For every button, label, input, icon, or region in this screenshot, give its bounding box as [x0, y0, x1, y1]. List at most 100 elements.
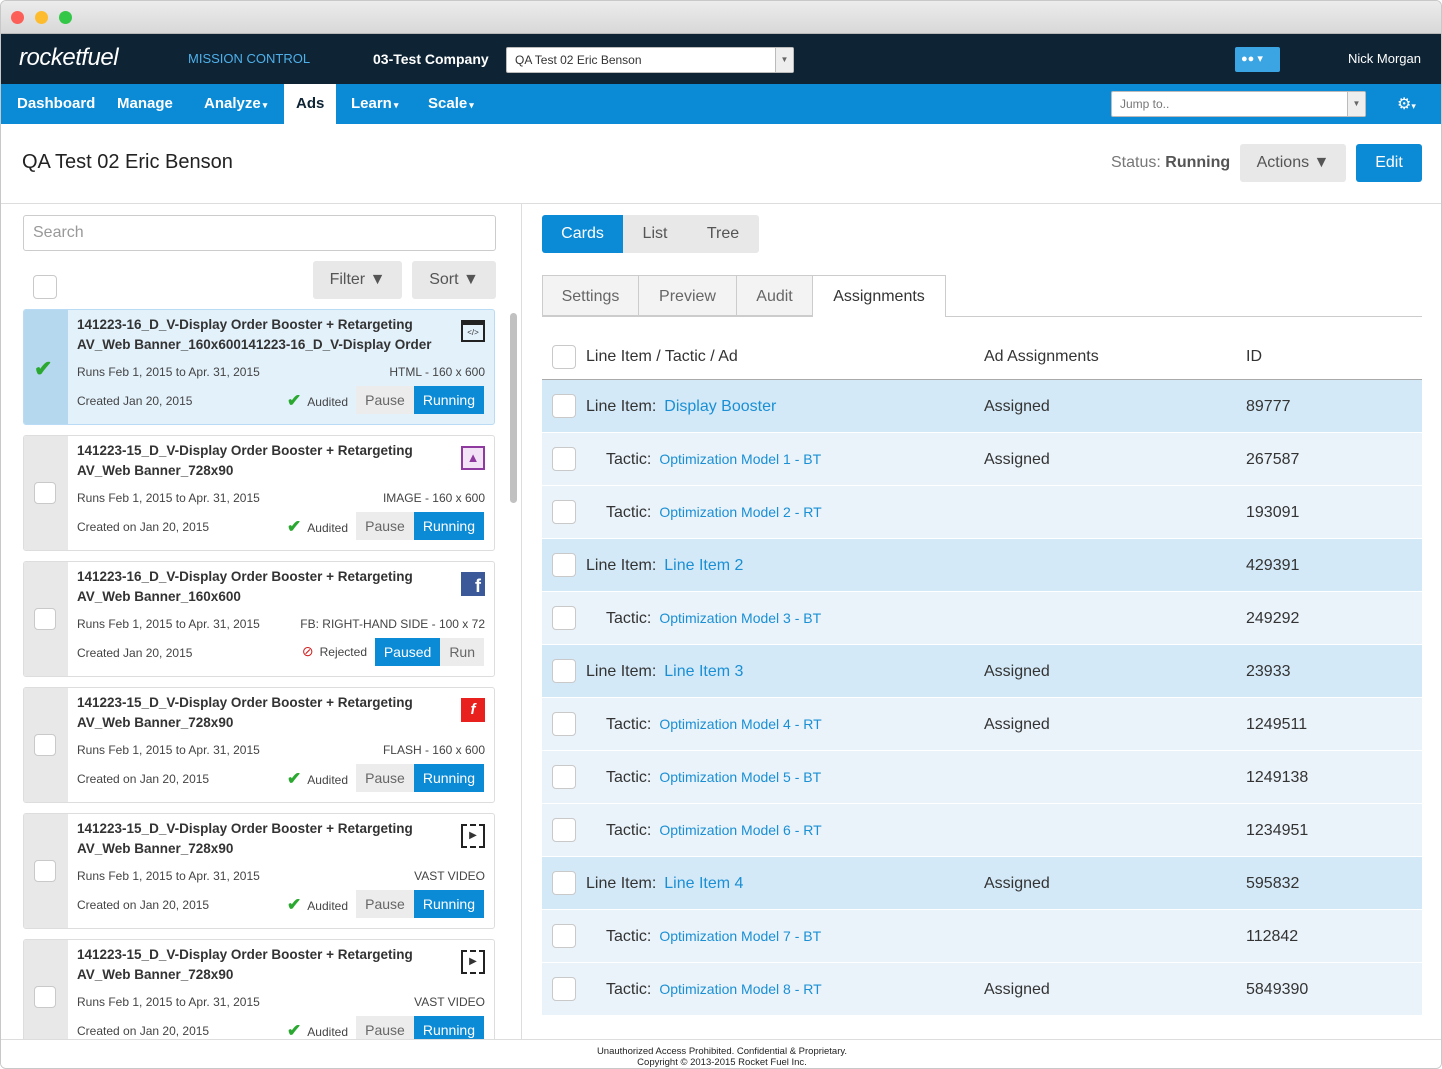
close-button[interactable] — [11, 11, 24, 24]
row-link[interactable]: Optimization Model 8 - RT — [659, 981, 822, 997]
nav-item[interactable]: Analyze ▾ — [204, 95, 268, 112]
row-link[interactable]: Optimization Model 1 - BT — [659, 451, 822, 467]
filter-button[interactable]: Filter ▼ — [313, 261, 402, 299]
row-link[interactable]: Display Booster — [664, 398, 777, 415]
row-assignment: Assigned — [984, 875, 1050, 892]
row-checkbox[interactable] — [552, 659, 576, 683]
card-checkbox[interactable] — [34, 860, 56, 882]
status-value: Running — [1165, 154, 1231, 171]
row-id: 193091 — [1246, 504, 1300, 521]
table-row[interactable]: Tactic: Optimization Model 5 - BT 1249138 — [542, 751, 1422, 804]
row-checkbox[interactable] — [552, 818, 576, 842]
row-link[interactable]: Line Item 2 — [664, 557, 744, 574]
table-row[interactable]: Tactic: Optimization Model 1 - BT Assigned… — [542, 433, 1422, 486]
settings-menu[interactable]: ⚙▾ — [1397, 96, 1416, 113]
ad-card[interactable]: ✔ 141223-16_D_V-Display Order Booster + R… — [23, 309, 495, 425]
state-button[interactable]: Pause — [356, 512, 414, 540]
card-checkbox[interactable]: ✔ — [34, 356, 53, 381]
nav-item[interactable]: Scale ▾ — [428, 95, 474, 112]
nav-item[interactable]: Ads — [284, 84, 337, 124]
row-checkbox[interactable] — [552, 553, 576, 577]
zoom-button[interactable] — [59, 11, 72, 24]
format-icon: ▲ — [461, 446, 485, 470]
state-buttons: Pause Running — [356, 512, 484, 540]
column-header: Line Item / Tactic / Ad — [586, 348, 738, 365]
logo[interactable]: rocketfuel — [19, 44, 119, 71]
row-checkbox[interactable] — [552, 606, 576, 630]
row-checkbox[interactable] — [552, 765, 576, 789]
table-row[interactable]: Tactic: Optimization Model 8 - RT Assigned… — [542, 963, 1422, 1016]
ad-card[interactable]: 141223-15_D_V-Display Order Booster + Re… — [23, 435, 495, 551]
state-button[interactable]: Run — [440, 638, 484, 666]
select-all-rows[interactable] — [552, 345, 576, 369]
row-checkbox[interactable] — [552, 871, 576, 895]
view-tab[interactable]: Tree — [687, 215, 759, 253]
table-row[interactable]: Tactic: Optimization Model 4 - RT Assigned… — [542, 698, 1422, 751]
select-all-checkbox[interactable] — [33, 275, 57, 299]
row-link[interactable]: Line Item 3 — [664, 663, 744, 680]
row-checkbox[interactable] — [552, 394, 576, 418]
row-link[interactable]: Optimization Model 3 - BT — [659, 610, 822, 626]
row-assignment: Assigned — [984, 663, 1050, 680]
row-link[interactable]: Line Item 4 — [664, 875, 744, 892]
sort-button[interactable]: Sort ▼ — [412, 261, 496, 299]
edit-button[interactable]: Edit — [1356, 144, 1422, 182]
ad-card[interactable]: 141223-15_D_V-Display Order Booster + Re… — [23, 939, 495, 1039]
card-checkbox[interactable] — [34, 608, 56, 630]
state-button[interactable]: Pause — [356, 764, 414, 792]
jump-to-select[interactable]: Jump to.. ▼ — [1111, 91, 1366, 117]
state-button[interactable]: Pause — [356, 1016, 414, 1039]
campaign-select[interactable]: QA Test 02 Eric Benson ▼ — [506, 47, 794, 73]
state-button[interactable]: Running — [413, 764, 484, 792]
nav-item[interactable]: Learn ▾ — [351, 95, 399, 112]
nav-item[interactable]: Dashboard — [5, 84, 107, 124]
table-row[interactable]: Tactic: Optimization Model 2 - RT 193091 — [542, 486, 1422, 539]
row-kind: Tactic: — [606, 769, 652, 786]
table-row[interactable]: Line Item: Line Item 4 Assigned 595832 — [542, 857, 1422, 910]
table-row[interactable]: Line Item: Line Item 2 429391 — [542, 539, 1422, 592]
row-link[interactable]: Optimization Model 5 - BT — [659, 769, 822, 785]
state-button[interactable]: Running — [413, 386, 484, 414]
user-name[interactable]: Nick Morgan — [1348, 51, 1421, 66]
state-button[interactable]: Running — [413, 1016, 484, 1039]
card-checkbox[interactable] — [34, 986, 56, 1008]
table-row[interactable]: Line Item: Display Booster Assigned 89777 — [542, 380, 1422, 433]
table-row[interactable]: Tactic: Optimization Model 7 - BT 112842 — [542, 910, 1422, 963]
table-row[interactable]: Tactic: Optimization Model 3 - BT 249292 — [542, 592, 1422, 645]
card-checkbox[interactable] — [34, 734, 56, 756]
card-checkbox[interactable] — [34, 482, 56, 504]
state-button[interactable]: Running — [413, 512, 484, 540]
state-button[interactable]: Pause — [356, 890, 414, 918]
detail-tab[interactable]: Preview — [639, 275, 737, 316]
row-checkbox[interactable] — [552, 977, 576, 1001]
row-checkbox[interactable] — [552, 712, 576, 736]
view-tab[interactable]: List — [623, 215, 687, 253]
actions-button[interactable]: Actions ▼ — [1240, 144, 1346, 182]
detail-tab[interactable]: Assignments — [813, 275, 946, 317]
minimize-button[interactable] — [35, 11, 48, 24]
detail-tab[interactable]: Audit — [737, 275, 813, 316]
row-checkbox[interactable] — [552, 924, 576, 948]
ad-card[interactable]: 141223-15_D_V-Display Order Booster + Re… — [23, 813, 495, 929]
card-runs: Runs Feb 1, 2015 to Apr. 31, 2015 — [77, 743, 260, 757]
table-row[interactable]: Line Item: Line Item 3 Assigned 23933 — [542, 645, 1422, 698]
row-checkbox[interactable] — [552, 447, 576, 471]
row-id: 1249138 — [1246, 769, 1309, 786]
ad-card[interactable]: 141223-16_D_V-Display Order Booster + Re… — [23, 561, 495, 677]
state-button[interactable]: Paused — [374, 638, 441, 666]
ad-card[interactable]: 141223-15_D_V-Display Order Booster + Re… — [23, 687, 495, 803]
state-button[interactable]: Pause — [356, 386, 414, 414]
table-row[interactable]: Tactic: Optimization Model 6 - RT 1234951 — [542, 804, 1422, 857]
search-input[interactable]: Search — [23, 215, 496, 251]
detail-tab[interactable]: Settings — [542, 275, 639, 316]
nav-item[interactable]: Manage — [105, 84, 185, 124]
scrollbar[interactable] — [510, 313, 517, 503]
state-button[interactable]: Running — [413, 890, 484, 918]
row-link[interactable]: Optimization Model 7 - BT — [659, 928, 822, 944]
row-checkbox[interactable] — [552, 500, 576, 524]
row-link[interactable]: Optimization Model 2 - RT — [659, 504, 822, 520]
row-link[interactable]: Optimization Model 4 - RT — [659, 716, 822, 732]
row-link[interactable]: Optimization Model 6 - RT — [659, 822, 822, 838]
view-tab[interactable]: Cards — [542, 215, 623, 253]
apps-menu[interactable]: ●● ▾ — [1235, 47, 1280, 72]
